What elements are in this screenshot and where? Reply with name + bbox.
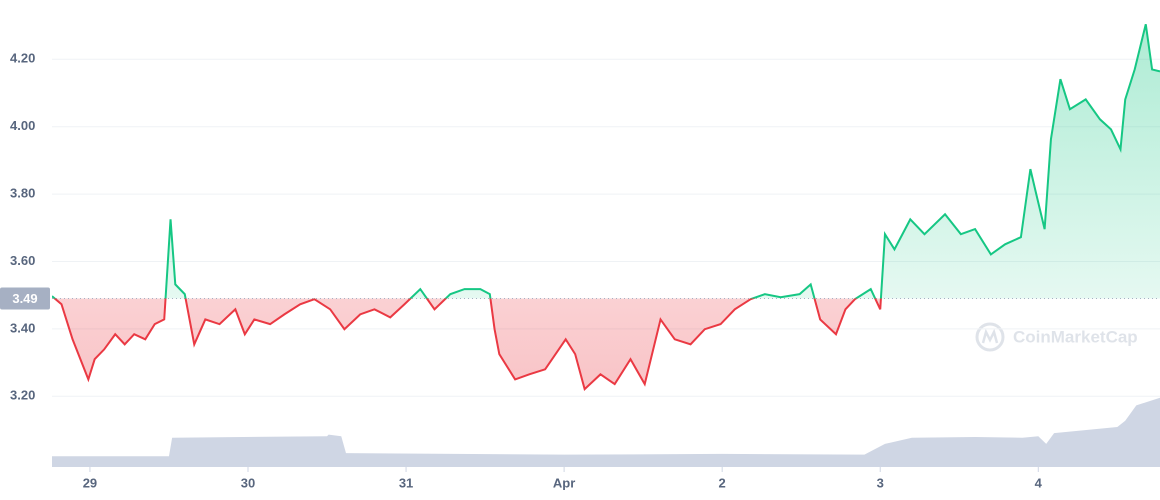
x-tick-label: 29 xyxy=(83,475,97,490)
volume-area xyxy=(52,397,1160,467)
price-line-up xyxy=(52,24,1160,299)
y-tick-label: 4.20 xyxy=(10,51,35,66)
y-tick-label: 3.40 xyxy=(10,320,35,335)
area-up xyxy=(52,24,1160,299)
x-tick-label: 2 xyxy=(719,475,726,490)
y-tick-label: 4.00 xyxy=(10,118,35,133)
y-tick-label: 3.20 xyxy=(10,388,35,403)
x-tick-label: 4 xyxy=(1035,475,1043,490)
y-tick-label: 3.60 xyxy=(10,253,35,268)
x-tick-label: 30 xyxy=(241,475,255,490)
x-tick-label: 3 xyxy=(877,475,884,490)
y-tick-label: 3.80 xyxy=(10,186,35,201)
watermark-text: CoinMarketCap xyxy=(1013,327,1138,346)
watermark: CoinMarketCap xyxy=(975,322,1138,352)
baseline-label: 3.49 xyxy=(12,291,37,306)
price-line-down xyxy=(53,298,882,392)
baseline-label-box xyxy=(0,287,50,310)
area-down xyxy=(52,298,1160,390)
x-tick-label: Apr xyxy=(553,475,575,490)
x-tick-label: 31 xyxy=(399,475,413,490)
